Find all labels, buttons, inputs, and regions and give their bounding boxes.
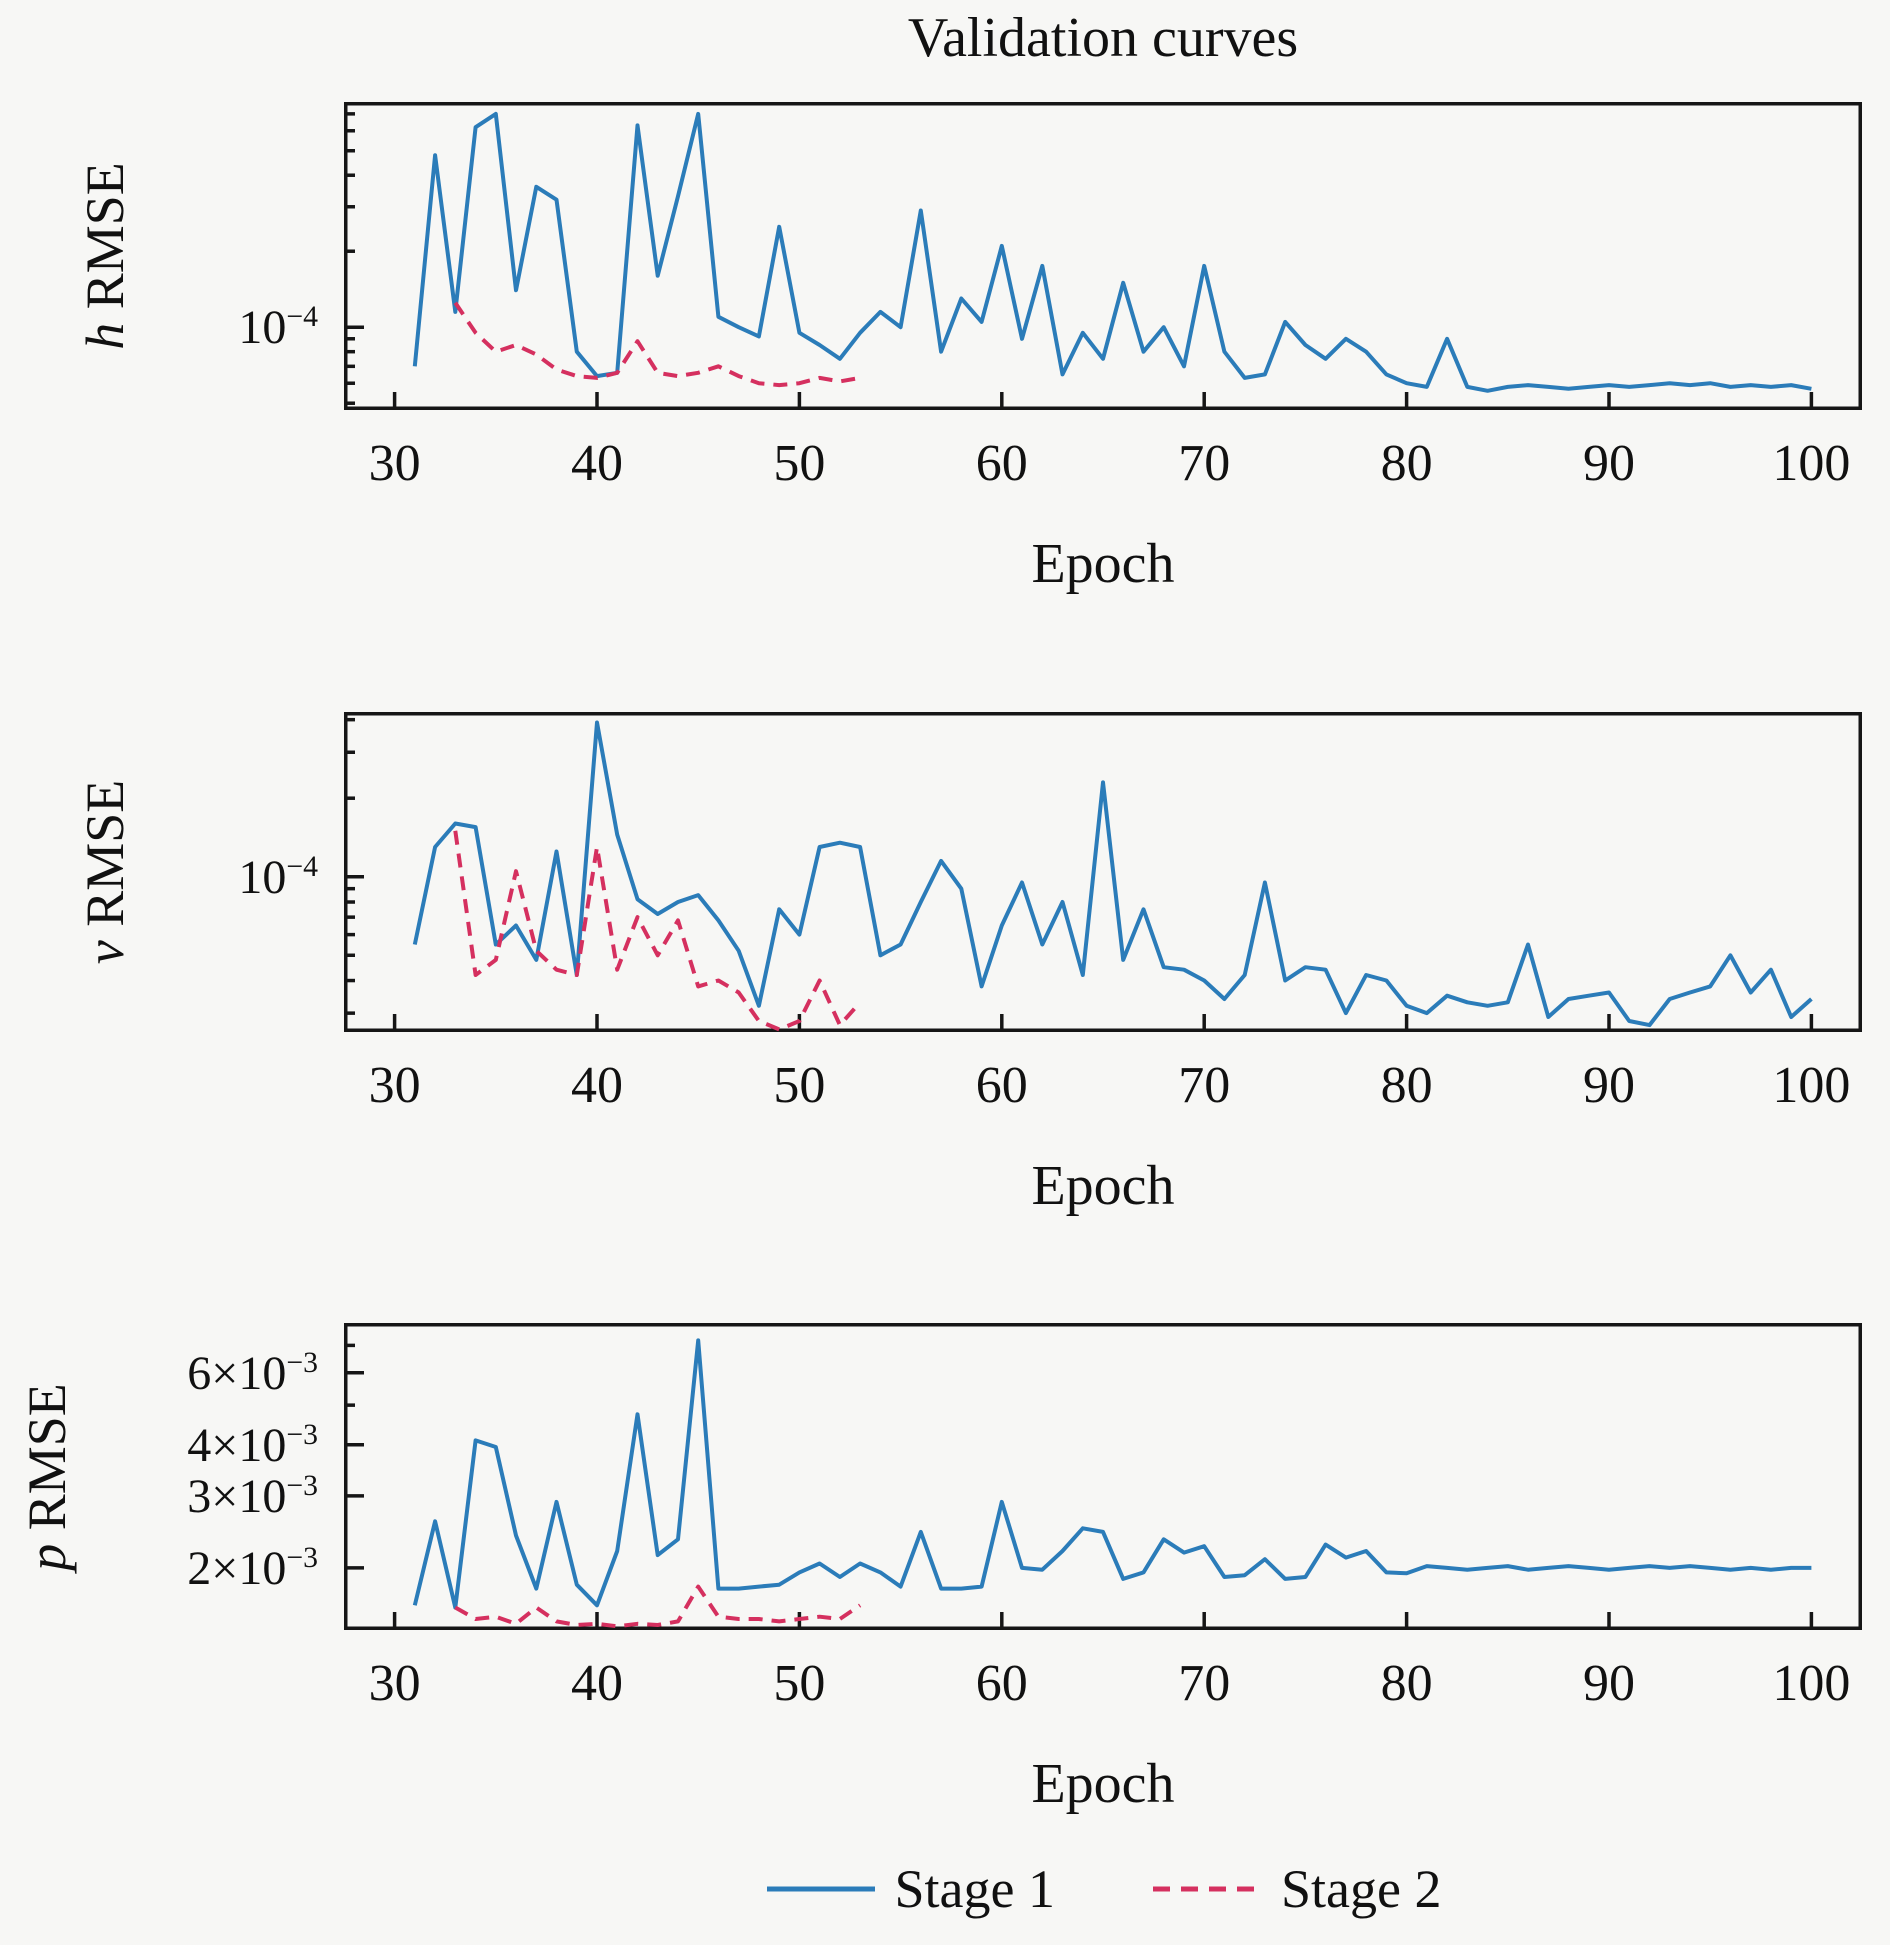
h-rmse-plot bbox=[344, 102, 1862, 410]
x-axis-label-epoch: Epoch bbox=[1031, 533, 1175, 595]
stage2-dashed-line-swatch-icon bbox=[1153, 1886, 1261, 1892]
figure-title: Validation curves bbox=[907, 7, 1299, 69]
x-tick-label: 40 bbox=[571, 1655, 623, 1712]
y-tick-label: 4×10−3 bbox=[187, 1417, 318, 1472]
x-tick-label: 50 bbox=[773, 1057, 826, 1114]
x-tick-label: 70 bbox=[1178, 435, 1231, 492]
x-tick-label: 100 bbox=[1772, 435, 1851, 492]
x-axis-label-epoch: Epoch bbox=[1031, 1753, 1175, 1815]
x-tick-label: 60 bbox=[975, 1057, 1028, 1114]
x-tick-label: 80 bbox=[1380, 435, 1433, 492]
x-tick-label: 100 bbox=[1772, 1057, 1851, 1114]
x-axis-label-epoch: Epoch bbox=[1031, 1155, 1175, 1217]
legend-label-stage1: Stage 1 bbox=[894, 1859, 1055, 1919]
x-tick-label: 40 bbox=[571, 1057, 623, 1114]
x-tick-label: 30 bbox=[368, 1655, 421, 1712]
y-axis-label-text: RMSE bbox=[75, 162, 135, 323]
y-tick-label: 10−4 bbox=[238, 300, 318, 355]
x-tick-label: 70 bbox=[1178, 1655, 1231, 1712]
legend: Stage 1 Stage 2 bbox=[344, 1862, 1862, 1916]
legend-item-stage2: Stage 2 bbox=[1151, 1862, 1441, 1916]
y-tick-label: 10−4 bbox=[238, 849, 318, 904]
stage1-line-swatch-icon bbox=[766, 1886, 875, 1892]
x-tick-label: 50 bbox=[773, 1655, 826, 1712]
y-tick-label: 6×10−3 bbox=[187, 1345, 318, 1400]
x-tick-label: 60 bbox=[975, 435, 1028, 492]
x-tick-label: 80 bbox=[1380, 1057, 1433, 1114]
x-tick-label: 50 bbox=[773, 435, 826, 492]
x-tick-label: 80 bbox=[1380, 1655, 1433, 1712]
p-rmse-plot bbox=[344, 1323, 1862, 1630]
x-tick-label: 90 bbox=[1583, 1057, 1635, 1114]
y-tick-label: 3×10−3 bbox=[187, 1468, 318, 1523]
x-tick-label: 30 bbox=[368, 1057, 421, 1114]
x-tick-label: 40 bbox=[571, 435, 623, 492]
x-tick-label: 90 bbox=[1583, 1655, 1635, 1712]
y-tick-label: 2×10−3 bbox=[187, 1540, 318, 1595]
x-tick-label: 30 bbox=[368, 435, 421, 492]
legend-item-stage1: Stage 1 bbox=[765, 1862, 1055, 1916]
x-tick-label: 90 bbox=[1583, 435, 1635, 492]
x-tick-label: 60 bbox=[975, 1655, 1028, 1712]
legend-label-stage2: Stage 2 bbox=[1281, 1859, 1442, 1919]
y-axis-variable: v bbox=[75, 940, 135, 965]
x-tick-label: 100 bbox=[1772, 1655, 1851, 1712]
x-tick-label: 70 bbox=[1178, 1057, 1231, 1114]
v-rmse-plot bbox=[344, 712, 1862, 1032]
